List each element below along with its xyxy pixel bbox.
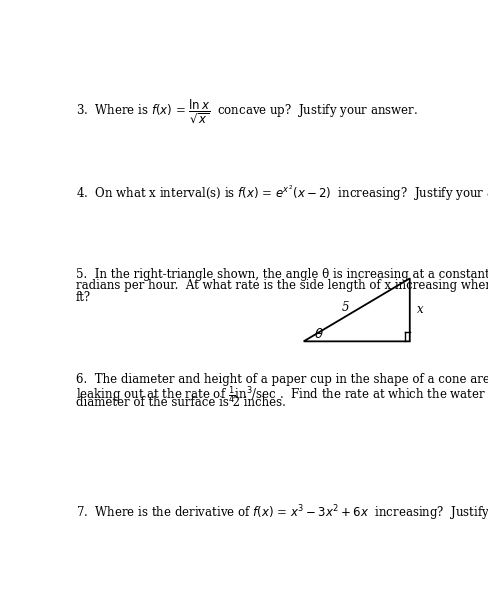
Text: 3.  Where is $\it{f(x)}$ = $\dfrac{\ln x}{\sqrt{x}}$  concave up?  Justify your : 3. Where is $\it{f(x)}$ = $\dfrac{\ln x}… — [75, 97, 417, 124]
Text: 5.  In the right-triangle shown, the angle θ is increasing at a constant rate of: 5. In the right-triangle shown, the angl… — [75, 268, 488, 281]
Text: $\theta$: $\theta$ — [313, 327, 323, 341]
Text: x: x — [416, 303, 423, 316]
Text: 7.  Where is the derivative of $\it{f(x)}$ = $x^3 - 3x^2 + 6x$  increasing?  Jus: 7. Where is the derivative of $\it{f(x)}… — [75, 504, 488, 523]
Text: 5: 5 — [341, 301, 348, 314]
Text: radians per hour.  At what rate is the side length of x increasing when  x = 4: radians per hour. At what rate is the si… — [75, 279, 488, 292]
Text: 6.  The diameter and height of a paper cup in the shape of a cone are both 4 inc: 6. The diameter and height of a paper cu… — [75, 373, 488, 386]
Text: leaking out at the rate of $\frac{1}{4}$in$^3$/sec .  Find the rate at which the: leaking out at the rate of $\frac{1}{4}$… — [75, 384, 488, 406]
Text: ft?: ft? — [75, 291, 90, 304]
Text: 4.  On what x interval(s) is $\it{f(x)}$ = $e^{x^{2}}(x-2)$  increasing?  Justif: 4. On what x interval(s) is $\it{f(x)}$ … — [75, 184, 488, 204]
Text: diameter of the surface is 2 inches.: diameter of the surface is 2 inches. — [75, 396, 285, 409]
